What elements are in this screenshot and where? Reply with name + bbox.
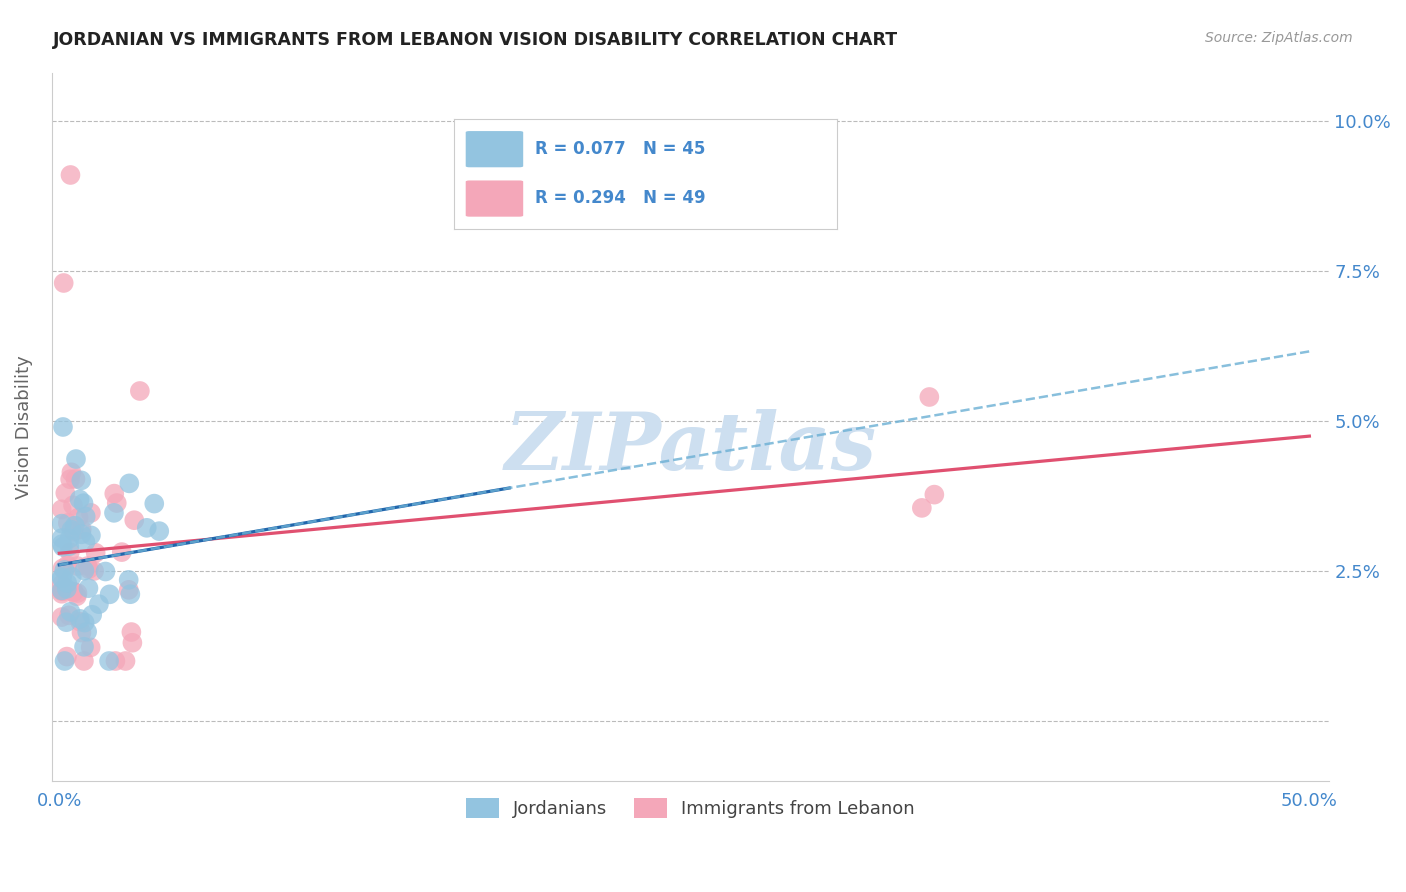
Point	[111, 545, 134, 559]
Point	[118, 476, 141, 491]
Point	[51, 516, 73, 531]
Point	[52, 584, 75, 599]
Point	[56, 649, 79, 664]
Point	[120, 625, 142, 640]
Point	[76, 624, 98, 639]
Point	[80, 640, 103, 655]
Point	[104, 654, 127, 668]
Point	[70, 522, 93, 536]
Point	[77, 562, 100, 576]
Point	[65, 472, 87, 486]
Point	[62, 524, 84, 539]
Point	[58, 539, 80, 553]
Point	[52, 561, 75, 575]
Point	[73, 615, 96, 630]
Point	[73, 640, 96, 654]
Point	[80, 528, 103, 542]
Point	[103, 506, 125, 520]
Point	[51, 531, 73, 545]
Point	[143, 497, 166, 511]
Point	[56, 582, 79, 596]
Point	[70, 625, 93, 640]
Point	[69, 615, 91, 629]
Text: Source: ZipAtlas.com: Source: ZipAtlas.com	[1205, 31, 1353, 45]
Point	[51, 610, 73, 624]
Point	[67, 510, 90, 524]
Point	[60, 465, 83, 479]
Point	[76, 559, 98, 574]
Point	[53, 563, 76, 577]
Point	[77, 581, 100, 595]
Point	[918, 390, 941, 404]
Point	[103, 486, 125, 500]
Legend: Jordanians, Immigrants from Lebanon: Jordanians, Immigrants from Lebanon	[458, 790, 922, 825]
Point	[51, 537, 73, 551]
Point	[62, 585, 84, 599]
Point	[63, 518, 86, 533]
Point	[59, 605, 82, 619]
Point	[87, 597, 110, 611]
Point	[53, 654, 76, 668]
Point	[75, 509, 97, 524]
Point	[82, 607, 104, 622]
Point	[121, 636, 143, 650]
Point	[60, 523, 83, 537]
Point	[924, 488, 946, 502]
Point	[52, 540, 75, 554]
Point	[58, 532, 80, 546]
Point	[148, 524, 170, 538]
Point	[911, 500, 934, 515]
Point	[58, 608, 80, 623]
Point	[135, 521, 157, 535]
Point	[59, 472, 82, 486]
Point	[59, 168, 82, 182]
Point	[118, 573, 141, 587]
Point	[52, 420, 75, 434]
Point	[69, 612, 91, 626]
Point	[51, 570, 73, 584]
Point	[52, 276, 75, 290]
Point	[55, 615, 77, 630]
Point	[56, 576, 79, 591]
Point	[83, 564, 105, 578]
Point	[66, 559, 89, 574]
Point	[72, 496, 94, 510]
Point	[62, 498, 84, 512]
Point	[51, 577, 73, 591]
Point	[70, 527, 93, 541]
Point	[53, 486, 76, 500]
Y-axis label: Vision Disability: Vision Disability	[15, 355, 32, 499]
Point	[118, 582, 141, 597]
Point	[56, 558, 79, 573]
Point	[73, 564, 96, 578]
Point	[128, 384, 150, 398]
Point	[105, 496, 128, 510]
Point	[51, 583, 73, 598]
Point	[69, 492, 91, 507]
Point	[51, 502, 73, 516]
Point	[59, 545, 82, 559]
Point	[66, 586, 89, 600]
Point	[114, 654, 136, 668]
Point	[98, 587, 121, 601]
Text: ZIPatlas: ZIPatlas	[505, 409, 876, 487]
Point	[51, 572, 73, 586]
Point	[122, 513, 145, 527]
Point	[94, 565, 117, 579]
Point	[75, 534, 97, 549]
Point	[66, 589, 89, 603]
Point	[51, 587, 73, 601]
Point	[84, 546, 107, 560]
Point	[62, 584, 84, 599]
Point	[60, 570, 83, 584]
Point	[65, 452, 87, 467]
Point	[70, 473, 93, 487]
Point	[73, 654, 96, 668]
Point	[56, 516, 79, 530]
Point	[120, 587, 142, 601]
Text: JORDANIAN VS IMMIGRANTS FROM LEBANON VISION DISABILITY CORRELATION CHART: JORDANIAN VS IMMIGRANTS FROM LEBANON VIS…	[53, 31, 898, 49]
Point	[98, 654, 121, 668]
Point	[80, 506, 103, 520]
Point	[51, 584, 73, 599]
